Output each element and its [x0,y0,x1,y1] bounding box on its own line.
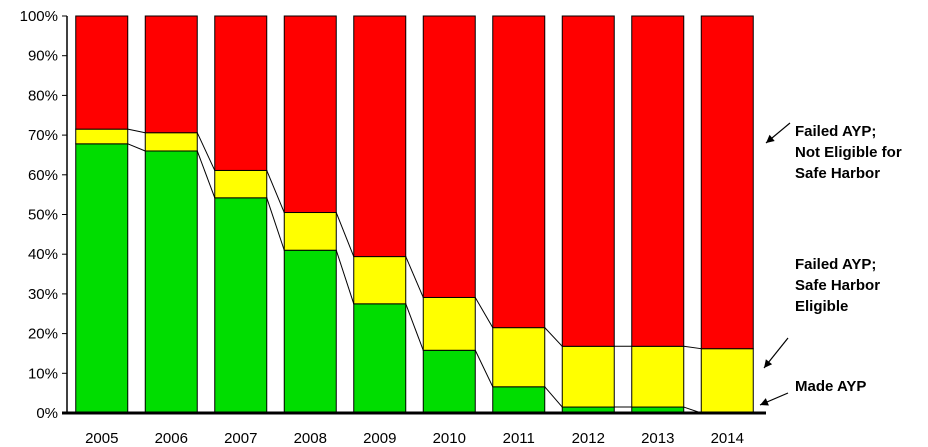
y-tick-label: 30% [28,286,58,303]
connector-line-s1-5 [474,297,494,328]
legend-label-line: Not Eligible for [795,144,902,161]
y-tick-label: 70% [28,127,58,144]
y-tick-label: 90% [28,48,58,65]
y-axis-tick-labels: 0% 10% 20% 30% 40% 50% 60% 70% 80% 90% 100% [20,8,67,422]
connector-line-s1-6 [544,327,563,347]
x-tick-label: 2014 [711,430,744,447]
connector-line-s1-2 [266,170,285,213]
bar-segment-2014-s1 [700,348,754,414]
legend-arrow-head [764,359,773,368]
connector-line-s1-4 [405,256,424,298]
bar-segment-2005-s0 [75,143,129,414]
legend-label: Failed AYP; Safe Harbor Eligible [795,256,880,315]
legend-label-line: Safe Harbor [795,165,880,182]
bar-segment-2010-s2 [422,15,476,298]
connector-line-s0-2 [266,197,285,251]
y-tick-label: 20% [28,326,58,343]
bar-segment-2009-s0 [353,303,407,414]
connector-line-s0-0 [127,143,146,152]
y-tick-label: 60% [28,167,58,184]
x-tick-label: 2012 [572,430,605,447]
bar-segment-2011-s2 [492,15,546,329]
x-tick-label: 2011 [503,430,535,447]
x-axis-tick-labels: 2005 2006 2007 2008 2009 2010 2011 2012 2013 2014 [85,430,744,447]
legend-arrow-head [766,134,775,143]
connector-line-s1-1 [196,132,216,171]
legend-label-line: Eligible [795,298,848,315]
legend-label-line: Failed AYP; [795,123,876,140]
connector-line-s0-6 [544,386,563,408]
legend-arrow-head [760,398,769,406]
bar-segment-2007-s2 [214,15,268,171]
bar-segment-2008-s0 [283,249,337,414]
connector-line-s1-8 [683,345,702,350]
bar-segment-2005-s2 [75,15,129,130]
bars-group [75,15,754,414]
bar-segment-2010-s1 [422,296,476,351]
bar-segment-2013-s2 [631,15,685,347]
bar-segment-2011-s0 [492,386,546,414]
bar-segment-2011-s1 [492,327,546,388]
series-connector-lines [127,128,702,414]
bar-segment-2012-s1 [561,345,615,408]
bar-segment-2012-s2 [561,15,615,347]
y-tick-label: 0% [36,405,58,422]
x-tick-label: 2013 [641,430,674,447]
bar-segment-2008-s2 [283,15,337,214]
bar-segment-2006-s2 [144,15,198,134]
x-tick-label: 2006 [155,430,188,447]
y-tick-label: 40% [28,246,58,263]
connector-line-s0-5 [474,350,494,388]
legend-label: Failed AYP; Not Eligible for Safe Harbor [795,123,902,182]
legend: Failed AYP; Not Eligible for Safe HarborFa… [759,122,902,406]
x-tick-label: 2010 [433,430,466,447]
legend-item-2: Made AYP [759,378,866,406]
legend-item-0: Failed AYP; Not Eligible for Safe Harbor [765,122,902,182]
connector-line-s1-0 [127,128,146,134]
connector-line-s0-3 [335,250,355,304]
bar-segment-2008-s1 [283,212,337,251]
bar-segment-2007-s0 [214,197,268,414]
x-tick-label: 2007 [224,430,257,447]
y-tick-label: 80% [28,87,58,104]
bar-segment-2013-s1 [631,345,685,408]
x-tick-label: 2009 [363,430,396,447]
connector-line-s1-3 [335,212,355,257]
bar-segment-2009-s2 [353,15,407,258]
bar-segment-2014-s2 [700,15,754,350]
connector-line-s0-4 [405,303,424,351]
legend-label-line: Failed AYP; [795,256,876,273]
y-tick-label: 10% [28,365,58,382]
legend-label: Made AYP [795,378,866,395]
bar-segment-2010-s0 [422,349,476,414]
y-tick-label: 50% [28,207,58,224]
legend-item-1: Failed AYP; Safe Harbor Eligible [763,256,880,369]
bar-segment-2006-s1 [144,132,198,152]
x-tick-label: 2005 [85,430,118,447]
legend-label-line: Safe Harbor [795,277,880,294]
connector-line-s0-1 [196,150,216,199]
x-tick-label: 2008 [294,430,327,447]
bar-segment-2006-s0 [144,150,198,414]
bar-segment-2009-s1 [353,256,407,305]
legend-label-line: Made AYP [795,378,866,395]
bar-segment-2005-s1 [75,128,129,145]
bar-segment-2007-s1 [214,169,268,199]
y-tick-label: 100% [20,8,58,25]
